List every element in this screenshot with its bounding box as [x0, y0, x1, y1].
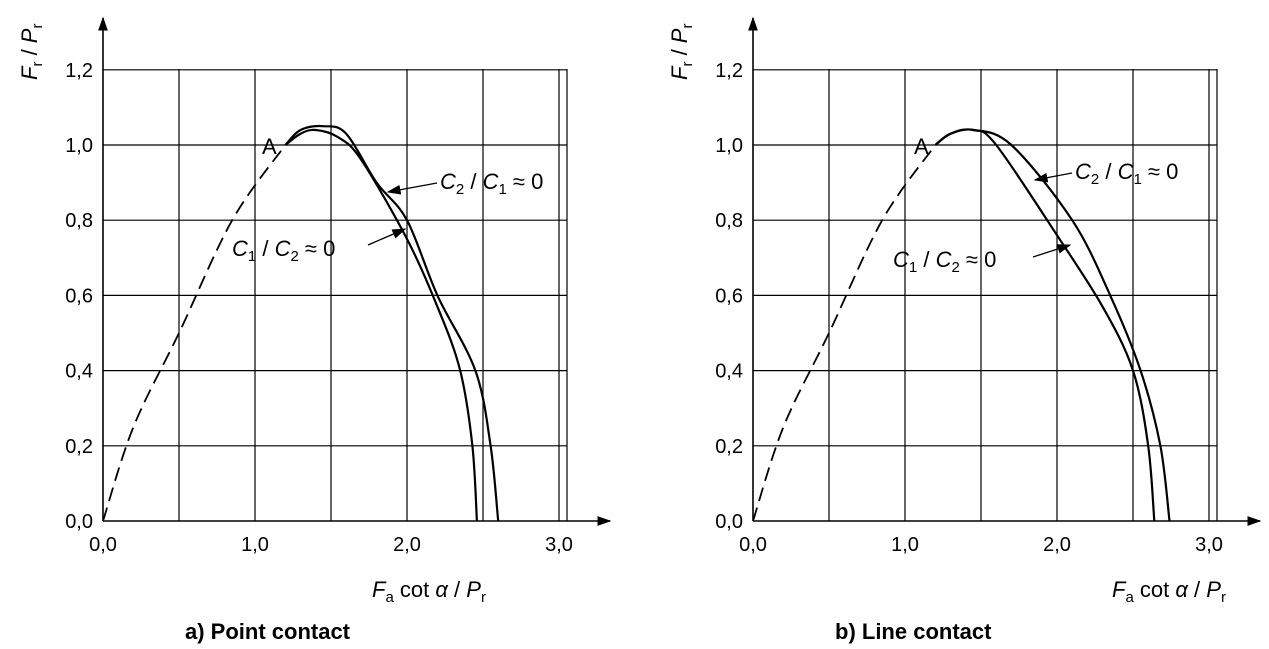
- x-axis-label-text: cot: [1134, 577, 1176, 602]
- series-label-subscript: 2: [456, 181, 464, 198]
- x-axis-label-symbol: P: [1206, 577, 1221, 602]
- x-axis-label-separator: /: [448, 577, 466, 602]
- x-axis-label-text: cot: [394, 577, 436, 602]
- x-axis-label-subscript: a: [1125, 589, 1134, 606]
- y-tick-label: 0,6: [715, 285, 743, 307]
- series-line-solid: [934, 128, 1171, 522]
- series-label-leader: [1033, 172, 1073, 183]
- y-tick-label: 0,8: [715, 210, 743, 232]
- x-axis-label: Fa cot α / Pr: [372, 577, 486, 606]
- series-label-symbol: C: [483, 169, 499, 194]
- series-line-solid: [284, 124, 500, 522]
- series-label-separator: /: [1099, 159, 1117, 184]
- series-label-value: ≈ 0: [960, 247, 997, 272]
- y-axis-label-subscript: r: [29, 24, 46, 29]
- x-axis-label-symbol: F: [372, 577, 387, 602]
- series-label-subscript: 2: [1091, 171, 1099, 188]
- series-line-dashed: [752, 144, 937, 522]
- series-label-symbol: C: [893, 247, 909, 272]
- y-tick-label: 1,0: [65, 135, 93, 157]
- point-label-a: A: [262, 134, 277, 159]
- y-axis-label-symbol: F: [667, 65, 692, 80]
- series-label-symbol: C: [1118, 159, 1134, 184]
- x-tick-label: 3,0: [1195, 534, 1223, 556]
- series-label: C1 / C2 ≈ 0: [232, 236, 335, 265]
- series-label: C2 / C1 ≈ 0: [440, 169, 543, 198]
- series-label-symbol: C: [440, 169, 456, 194]
- chart-panel-b: 0,0 0,2 0,4 0,6 0,8 1,0 1,2 0,0 1,0 2,0 3,0 Fr / Pr…: [667, 16, 1262, 644]
- x-axis-label: Fa cot α / Pr: [1112, 577, 1226, 606]
- x-tick-label: 0,0: [89, 534, 117, 556]
- series-label-value: ≈ 0: [299, 236, 336, 261]
- y-axis-label-symbol: F: [17, 65, 42, 80]
- series-label-subscript: 1: [248, 248, 256, 265]
- y-axis-label: Fr / Pr: [17, 24, 46, 80]
- series-label-separator: /: [256, 236, 274, 261]
- y-axis-label-subscript: r: [679, 62, 696, 67]
- series-label-leader: [367, 228, 407, 246]
- y-tick-label: 1,2: [715, 60, 743, 82]
- series-line-dashed: [102, 144, 287, 522]
- y-tick-label: 0,2: [715, 436, 743, 458]
- series-label-subscript: 2: [951, 259, 959, 276]
- series-label-leader: [386, 182, 438, 195]
- x-tick-label: 1,0: [891, 534, 919, 556]
- y-axis-label-separator: /: [17, 43, 42, 61]
- series-label-subscript: 1: [909, 259, 917, 276]
- series-line-solid: [934, 128, 1156, 522]
- y-axis-label: Fr / Pr: [667, 24, 696, 80]
- y-tick-label: 0,8: [65, 210, 93, 232]
- x-tick-label: 2,0: [393, 534, 421, 556]
- y-tick-label: 0,0: [715, 511, 743, 533]
- x-axis-label-greek: α: [1175, 577, 1189, 602]
- chart-panel-a: 0,0 0,2 0,4 0,6 0,8 1,0 1,2 0,0 1,0 2,0 3,0 Fr / Pr…: [17, 16, 612, 644]
- y-axis-label-symbol: P: [667, 28, 692, 43]
- series-label-separator: /: [464, 169, 482, 194]
- x-axis-label-subscript: a: [385, 589, 394, 606]
- series-label-symbol: C: [232, 236, 248, 261]
- series-label-value: ≈ 0: [507, 169, 544, 194]
- chart-caption: b) Line contact: [835, 619, 992, 644]
- x-axis-label-subscript: r: [481, 589, 486, 606]
- x-axis-label-subscript: r: [1221, 589, 1226, 606]
- series-label-subscript: 2: [290, 248, 298, 265]
- y-tick-label: 0,4: [715, 361, 743, 383]
- y-tick-label: 1,0: [715, 135, 743, 157]
- y-axis-label-separator: /: [667, 43, 692, 61]
- point-label-a: A: [914, 134, 929, 159]
- series-label-subscript: 1: [1133, 171, 1141, 188]
- series-label-symbol: C: [1075, 159, 1091, 184]
- x-tick-label: 3,0: [545, 534, 573, 556]
- x-axis-label-symbol: F: [1112, 577, 1127, 602]
- x-tick-label: 2,0: [1043, 534, 1071, 556]
- x-axis-label-symbol: P: [466, 577, 481, 602]
- y-axis-label-subscript: r: [679, 24, 696, 29]
- x-tick-label: 0,0: [739, 534, 767, 556]
- series-label-symbol: C: [936, 247, 952, 272]
- series-label-separator: /: [917, 247, 935, 272]
- x-axis-label-greek: α: [435, 577, 449, 602]
- y-tick-label: 1,2: [65, 60, 93, 82]
- y-tick-label: 0,0: [65, 511, 93, 533]
- y-tick-label: 0,2: [65, 436, 93, 458]
- y-tick-label: 0,4: [65, 361, 93, 383]
- series-label-symbol: C: [275, 236, 291, 261]
- y-tick-label: 0,6: [65, 285, 93, 307]
- y-axis-label-symbol: P: [17, 28, 42, 43]
- series-label: C2 / C1 ≈ 0: [1075, 159, 1178, 188]
- chart-caption: a) Point contact: [185, 619, 351, 644]
- y-axis-label-subscript: r: [29, 62, 46, 67]
- series-line-solid: [284, 128, 478, 522]
- x-tick-label: 1,0: [241, 534, 269, 556]
- series-label-subscript: 1: [498, 181, 506, 198]
- series-label-leader: [1032, 244, 1072, 258]
- series-label: C1 / C2 ≈ 0: [893, 247, 996, 276]
- x-axis-label-separator: /: [1188, 577, 1206, 602]
- series-label-value: ≈ 0: [1142, 159, 1179, 184]
